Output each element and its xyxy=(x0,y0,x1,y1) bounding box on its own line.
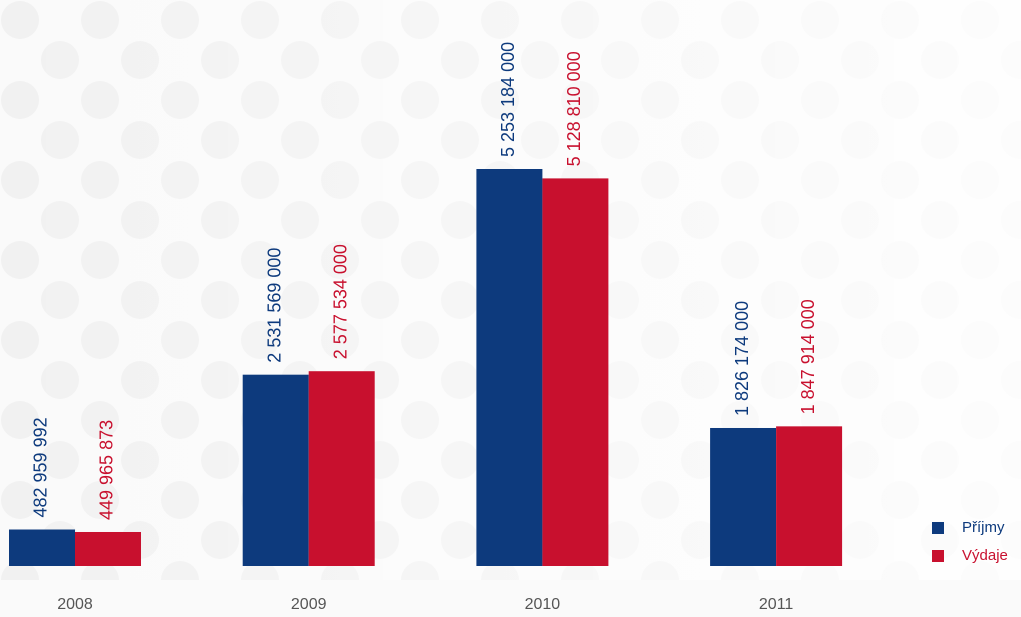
x-tick-label: 2011 xyxy=(759,596,794,613)
value-label: 5 253 184 000 xyxy=(498,42,518,157)
value-label: 1 847 914 000 xyxy=(798,299,818,414)
x-tick-label: 2009 xyxy=(291,596,327,613)
bar xyxy=(75,531,141,566)
legend-label: Příjmy xyxy=(962,519,1005,536)
bar xyxy=(308,371,375,566)
value-label: 1 826 174 000 xyxy=(732,301,752,416)
bar xyxy=(710,427,777,566)
x-tick-label: 2008 xyxy=(57,596,93,613)
value-label: 449 965 873 xyxy=(97,420,117,520)
value-label: 2 577 534 000 xyxy=(330,244,350,359)
value-label: 2 531 569 000 xyxy=(264,248,284,363)
legend-swatch xyxy=(932,522,944,534)
legend-swatch xyxy=(932,550,944,562)
x-tick-label: 2010 xyxy=(525,596,561,613)
value-label: 5 128 810 000 xyxy=(564,51,584,166)
bar xyxy=(242,374,309,566)
bar xyxy=(542,178,609,566)
legend-label: Výdaje xyxy=(962,547,1008,564)
bar xyxy=(9,529,75,566)
value-label: 482 959 992 xyxy=(31,417,51,517)
bar xyxy=(776,426,843,566)
bar xyxy=(476,169,543,566)
